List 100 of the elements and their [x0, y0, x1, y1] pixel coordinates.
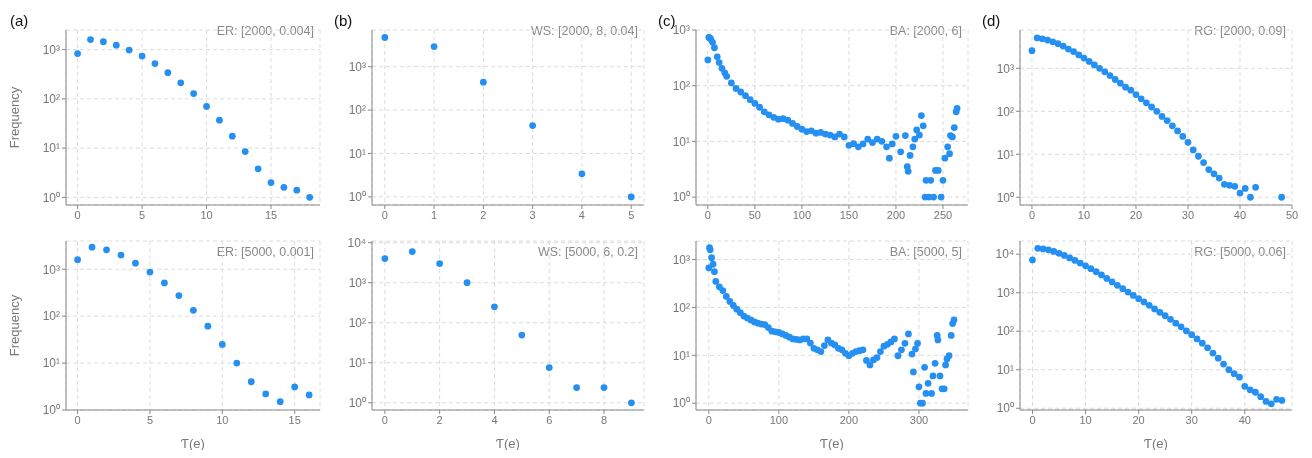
- point: [1129, 292, 1137, 299]
- point: [381, 255, 389, 262]
- y-tick-label: 10³: [348, 59, 366, 74]
- point: [305, 391, 313, 399]
- point: [1179, 133, 1187, 140]
- point: [1124, 288, 1132, 296]
- x-tick-label: 30: [1185, 413, 1198, 426]
- point: [1183, 327, 1190, 335]
- point: [1189, 146, 1197, 154]
- point: [291, 383, 299, 391]
- x-tick-label: 50: [748, 208, 761, 221]
- y-tick-label: 10²: [996, 104, 1014, 119]
- point: [1278, 193, 1285, 201]
- x-tick-label: 15: [264, 208, 278, 221]
- point: [103, 246, 110, 254]
- point: [175, 292, 183, 299]
- chart-title: (a): [10, 12, 29, 29]
- x-tick-label: 0: [381, 413, 388, 426]
- x-tick-label: 0: [704, 208, 711, 221]
- y-tick-label: 10⁴: [995, 247, 1014, 262]
- point: [1230, 370, 1238, 378]
- point: [1241, 382, 1249, 390]
- annotation: WS: [2000, 8, 0.04]: [530, 24, 638, 38]
- x-axis-title: Ƭ(e): [496, 436, 520, 451]
- y-tick-label: 10³: [42, 42, 60, 57]
- point: [1214, 354, 1222, 362]
- point: [125, 46, 133, 54]
- x-axis-title: Ƭ(e): [820, 436, 844, 451]
- x-tick-label: 50: [1285, 208, 1299, 221]
- point: [1108, 278, 1116, 286]
- point: [518, 331, 526, 339]
- point: [164, 69, 172, 77]
- point: [1076, 259, 1084, 267]
- point: [408, 248, 416, 255]
- point: [1054, 40, 1062, 48]
- x-tick-label: 8: [600, 413, 608, 426]
- annotation: RG: [2000, 0.09]: [1194, 24, 1286, 38]
- x-tick-label: 0: [381, 208, 388, 221]
- point: [545, 364, 553, 371]
- point: [1092, 268, 1100, 276]
- point: [1071, 257, 1079, 264]
- point: [306, 193, 314, 201]
- y-axis-title: Frequency: [6, 294, 22, 357]
- point: [190, 90, 198, 97]
- annotation: ER: [2000, 0.004]: [216, 24, 314, 38]
- x-tick-label: 5: [146, 413, 154, 426]
- point: [1137, 95, 1145, 103]
- x-tick-label: 40: [1238, 413, 1251, 426]
- x-tick-label: 10: [1079, 413, 1092, 426]
- point: [1087, 265, 1095, 273]
- point: [600, 384, 608, 391]
- y-tick-label: 10¹: [996, 147, 1014, 162]
- point: [1050, 248, 1058, 255]
- point: [1135, 295, 1142, 303]
- point: [1200, 159, 1207, 166]
- point: [1161, 312, 1169, 320]
- y-tick-label: 10¹: [348, 146, 366, 161]
- point: [1241, 185, 1249, 192]
- x-tick-label: 100: [769, 413, 789, 426]
- point: [1070, 48, 1077, 55]
- point: [233, 359, 241, 367]
- point: [151, 60, 159, 67]
- point: [280, 183, 288, 191]
- point: [1257, 393, 1265, 401]
- x-tick-label: 20: [1129, 208, 1143, 221]
- point: [1215, 174, 1223, 182]
- point: [161, 279, 168, 287]
- point: [247, 378, 255, 386]
- point: [1204, 344, 1211, 352]
- point: [1151, 305, 1158, 313]
- y-tick-label: 10²: [348, 315, 366, 330]
- point: [146, 268, 154, 276]
- y-tick-label: 10²: [672, 300, 690, 315]
- point: [1236, 373, 1243, 381]
- point: [578, 170, 586, 178]
- point: [1090, 61, 1098, 69]
- point: [463, 279, 471, 287]
- point: [117, 251, 125, 259]
- point: [627, 193, 635, 201]
- point: [241, 148, 249, 155]
- point: [1267, 400, 1275, 408]
- point: [177, 79, 185, 87]
- x-axis-title: Ƭ(e): [181, 436, 205, 451]
- point: [138, 52, 146, 60]
- point: [1145, 301, 1153, 309]
- y-tick-label: 10⁰: [348, 396, 366, 411]
- point: [1066, 254, 1074, 262]
- x-tick-label: 20: [1132, 413, 1145, 426]
- point: [529, 122, 537, 129]
- point: [1096, 64, 1103, 72]
- point: [1103, 275, 1111, 282]
- y-tick-label: 10³: [996, 285, 1014, 300]
- point: [1177, 323, 1185, 331]
- x-axis-title: Ƭ(e): [1144, 436, 1168, 451]
- point: [1153, 107, 1161, 115]
- point: [87, 36, 94, 43]
- annotation: RG: [5000, 0.06]: [1194, 245, 1286, 259]
- x-tick-label: 200: [839, 413, 859, 426]
- point: [1156, 308, 1164, 316]
- point: [1205, 166, 1213, 173]
